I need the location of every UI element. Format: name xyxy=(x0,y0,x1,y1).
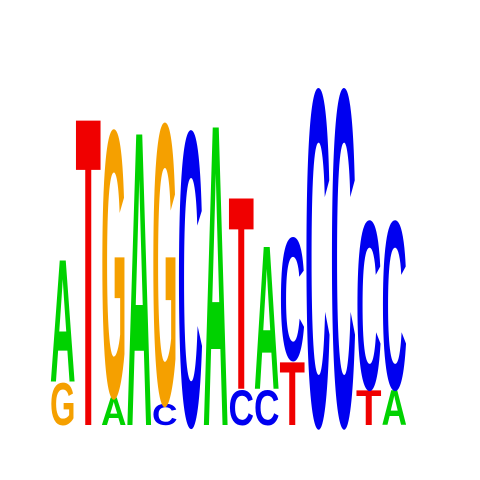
logo-column-10: TC xyxy=(280,200,306,444)
logo-letter-t: T xyxy=(229,138,254,447)
logo-letter-c: C xyxy=(382,171,407,441)
logo-column-6: C xyxy=(178,43,203,480)
logo-letter-c: C xyxy=(152,397,178,431)
logo-letter-t: T xyxy=(280,343,305,444)
logo-column-8: CT xyxy=(229,138,255,447)
logo-column-14: AC xyxy=(382,171,408,441)
logo-letter-c: C xyxy=(356,171,381,441)
logo-letter-g: G xyxy=(152,41,177,480)
logo-letter-g: G xyxy=(50,372,75,439)
logo-letter-a: A xyxy=(101,390,126,435)
logo-letter-a: A xyxy=(254,203,279,433)
logo-letter-a: A xyxy=(203,35,229,480)
logo-column-3: AG xyxy=(101,52,126,478)
logo-letter-c: C xyxy=(178,43,203,480)
logo-letter-a: A xyxy=(127,43,152,480)
logo-column-9: CA xyxy=(254,203,280,436)
logo-letter-a: A xyxy=(382,381,408,437)
logo-letter-c: C xyxy=(331,0,357,480)
logo-letter-c: C xyxy=(280,200,306,397)
logo-letter-t: T xyxy=(76,25,101,480)
logo-letter-a: A xyxy=(50,222,76,419)
logo-column-2: T xyxy=(76,25,101,480)
logo-column-5: CG xyxy=(152,41,178,480)
logo-column-4: A xyxy=(127,43,152,480)
logo-letter-t: T xyxy=(356,379,381,436)
logo-letter-g: G xyxy=(101,52,126,478)
logo-letter-c: C xyxy=(254,381,280,437)
logo-column-11: C xyxy=(305,0,331,480)
logo-column-12: C xyxy=(331,0,357,480)
logo-column-1: GA xyxy=(50,222,76,439)
logo-column-7: A xyxy=(203,35,229,480)
logo-letter-c: C xyxy=(305,0,331,480)
logo-column-13: TC xyxy=(356,171,381,441)
logo-columns: GA T AG A CG C A CT CA TC C C TC AC xyxy=(50,0,407,480)
logo-letter-c: C xyxy=(229,381,255,437)
